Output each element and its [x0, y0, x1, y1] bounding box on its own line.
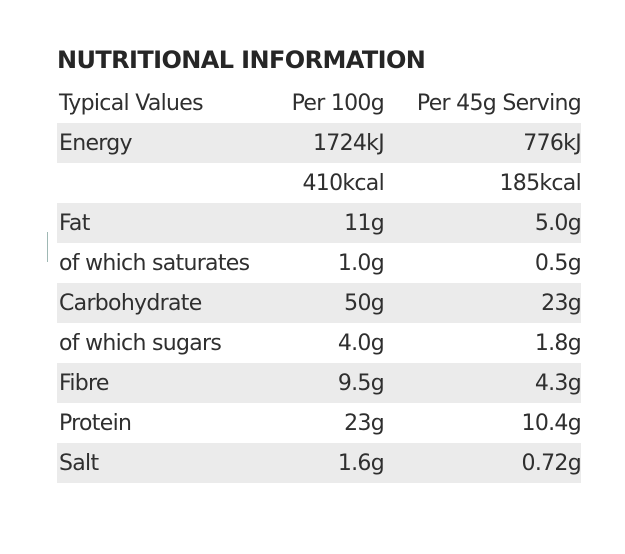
nutrient-label: Fat — [59, 210, 90, 236]
header-per-serving: Per 45g Serving — [416, 90, 582, 116]
value-per-100g: 23g — [344, 410, 385, 436]
value-per-100g: 50g — [344, 290, 385, 316]
value-per-serving: 185kcal — [499, 170, 581, 196]
value-per-100g: 410kcal — [302, 170, 384, 196]
value-per-100g: 11g — [344, 210, 385, 236]
nutrient-label: Carbohydrate — [59, 290, 202, 316]
header-row: Typical Values Per 100g Per 45g Serving — [57, 83, 582, 123]
value-per-serving: 23g — [541, 290, 582, 316]
value-per-serving: 5.0g — [534, 210, 582, 236]
row-protein: Protein 23g 10.4g — [57, 403, 582, 443]
row-salt: Salt 1.6g 0.72g — [57, 443, 582, 483]
row-fat: Fat 11g 5.0g — [57, 203, 582, 243]
row-sugars: of which sugars 4.0g 1.8g — [57, 323, 582, 363]
value-per-100g: 1.6g — [337, 450, 385, 476]
nutrition-table: NUTRITIONAL INFORMATION Typical Values P… — [57, 40, 582, 483]
value-per-serving: 776kJ — [523, 130, 581, 156]
nutrient-label: of which saturates — [59, 250, 250, 276]
value-per-100g: 4.0g — [337, 330, 385, 356]
row-energy-kcal: 410kcal 185kcal — [57, 163, 581, 203]
nutrient-label: Salt — [59, 450, 99, 476]
nutrient-label: Energy — [59, 130, 133, 156]
value-per-serving: 4.3g — [534, 370, 582, 396]
value-per-serving: 0.5g — [534, 250, 582, 276]
row-saturates: of which saturates 1.0g 0.5g — [57, 243, 582, 283]
value-per-100g: 9.5g — [337, 370, 385, 396]
nutrient-label: Protein — [59, 410, 132, 436]
row-energy-kj: Energy 1724kJ 776kJ — [57, 123, 582, 163]
header-typical-values: Typical Values — [59, 90, 204, 116]
edge-mark — [47, 232, 48, 262]
header-per-100g: Per 100g — [291, 90, 385, 116]
row-carbohydrate: Carbohydrate 50g 23g — [57, 283, 582, 323]
nutrient-label: Fibre — [59, 370, 109, 396]
value-per-serving: 10.4g — [521, 410, 582, 436]
nutrient-label: of which sugars — [59, 330, 222, 356]
value-per-100g: 1.0g — [337, 250, 385, 276]
row-fibre: Fibre 9.5g 4.3g — [57, 363, 582, 403]
value-per-100g: 1724kJ — [312, 130, 385, 156]
table-title: NUTRITIONAL INFORMATION — [57, 46, 426, 74]
value-per-serving: 1.8g — [534, 330, 582, 356]
value-per-serving: 0.72g — [521, 450, 582, 476]
